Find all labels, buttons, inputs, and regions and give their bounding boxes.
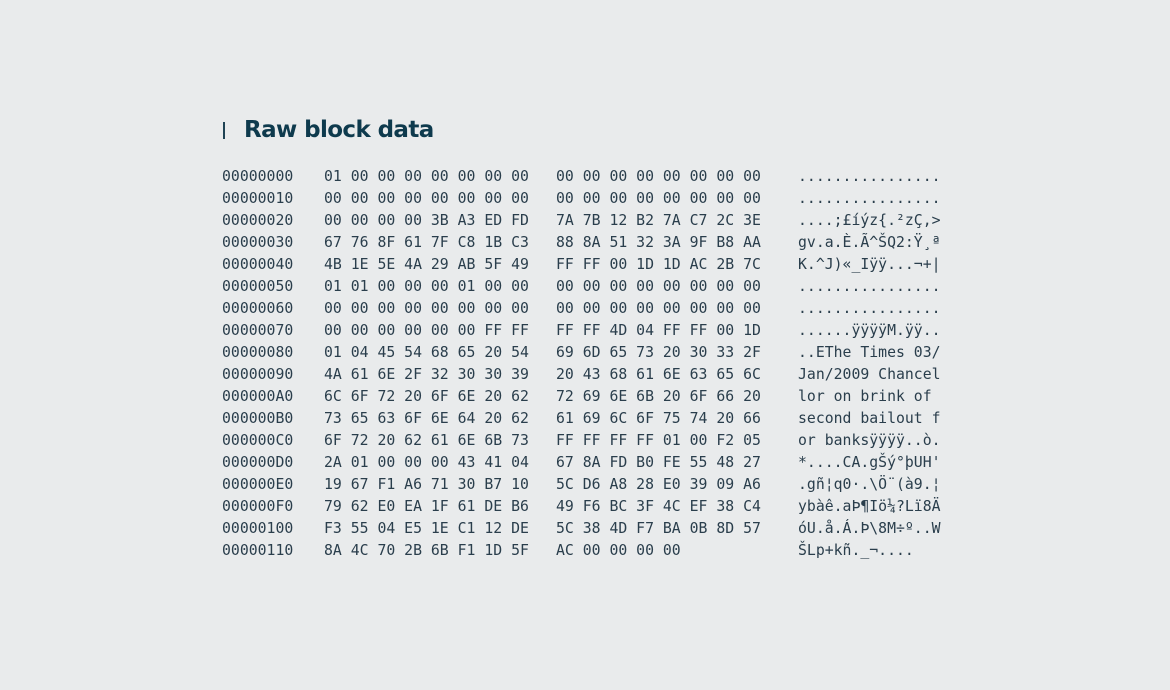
hex-offset: 00000030 bbox=[222, 234, 294, 251]
hex-row: 00000110 8A 4C 70 2B 6B F1 1D 5F AC 00 00 … bbox=[222, 540, 914, 562]
hex-row: 00000100 F3 55 04 E5 1E C1 12 DE 5C 38 4D … bbox=[222, 518, 941, 540]
hex-offset: 000000E0 bbox=[222, 476, 294, 493]
hex-bytes-first-half: 19 67 F1 A6 71 30 B7 10 bbox=[324, 476, 529, 493]
hex-ascii: Jan/2009 Chancel bbox=[798, 366, 941, 383]
hex-row: 00000070 00 00 00 00 00 00 FF FF FF FF 4D … bbox=[222, 320, 941, 342]
hex-offset: 00000040 bbox=[222, 256, 294, 273]
hex-row: 00000010 00 00 00 00 00 00 00 00 00 00 00 … bbox=[222, 188, 941, 210]
hex-bytes-first-half: 4B 1E 5E 4A 29 AB 5F 49 bbox=[324, 256, 529, 273]
hex-bytes-second-half: 00 00 00 00 00 00 00 00 bbox=[556, 168, 761, 185]
hex-bytes-second-half: 49 F6 BC 3F 4C EF 38 C4 bbox=[556, 498, 761, 515]
hex-ascii: gv.a.È.Ã^ŠQ2:Ÿ¸ª bbox=[798, 234, 941, 251]
hex-offset: 00000110 bbox=[222, 542, 294, 559]
raw-block-data-section: Raw block data 00000000 01 00 00 00 00 00… bbox=[222, 112, 941, 562]
hex-bytes-second-half: FF FF 00 1D 1D AC 2B 7C bbox=[556, 256, 761, 273]
hex-offset: 00000000 bbox=[222, 168, 294, 185]
hex-offset: 00000010 bbox=[222, 190, 294, 207]
hex-bytes-first-half: 01 04 45 54 68 65 20 54 bbox=[324, 344, 529, 361]
hex-row: 000000C0 6F 72 20 62 61 6E 6B 73 FF FF FF … bbox=[222, 430, 941, 452]
hex-row: 00000040 4B 1E 5E 4A 29 AB 5F 49 FF FF 00 … bbox=[222, 254, 941, 276]
hex-row: 000000E0 19 67 F1 A6 71 30 B7 10 5C D6 A8 … bbox=[222, 474, 941, 496]
hex-bytes-second-half: FF FF 4D 04 FF FF 00 1D bbox=[556, 322, 761, 339]
hex-bytes-first-half: 6C 6F 72 20 6F 6E 20 62 bbox=[324, 388, 529, 405]
hex-row: 00000090 4A 61 6E 2F 32 30 30 39 20 43 68 … bbox=[222, 364, 941, 386]
hex-bytes-first-half: 00 00 00 00 3B A3 ED FD bbox=[324, 212, 529, 229]
hex-ascii: ybàê.aÞ¶Iö¼?Lï8Ä bbox=[798, 498, 941, 515]
hex-ascii: ................ bbox=[798, 190, 941, 207]
hex-row: 00000050 01 01 00 00 00 01 00 00 00 00 00 … bbox=[222, 276, 941, 298]
hex-bytes-second-half: AC 00 00 00 00 bbox=[556, 542, 681, 559]
hex-bytes-first-half: 00 00 00 00 00 00 FF FF bbox=[324, 322, 529, 339]
hex-bytes-second-half: 00 00 00 00 00 00 00 00 bbox=[556, 190, 761, 207]
hex-offset: 000000F0 bbox=[222, 498, 294, 515]
hex-bytes-first-half: 6F 72 20 62 61 6E 6B 73 bbox=[324, 432, 529, 449]
hex-bytes-second-half: 20 43 68 61 6E 63 65 6C bbox=[556, 366, 761, 383]
hex-bytes-first-half: 73 65 63 6F 6E 64 20 62 bbox=[324, 410, 529, 427]
hex-bytes-second-half: 00 00 00 00 00 00 00 00 bbox=[556, 278, 761, 295]
hex-ascii: *....CA.gŠý°þUH' bbox=[798, 454, 941, 471]
hex-row: 00000060 00 00 00 00 00 00 00 00 00 00 00 … bbox=[222, 298, 941, 320]
hex-row: 000000A0 6C 6F 72 20 6F 6E 20 62 72 69 6E … bbox=[222, 386, 932, 408]
hex-row: 00000020 00 00 00 00 3B A3 ED FD 7A 7B 12 … bbox=[222, 210, 941, 232]
hex-row: 00000080 01 04 45 54 68 65 20 54 69 6D 65 … bbox=[222, 342, 941, 364]
hex-row: 00000030 67 76 8F 61 7F C8 1B C3 88 8A 51 … bbox=[222, 232, 941, 254]
hex-row: 000000B0 73 65 63 6F 6E 64 20 62 61 69 6C … bbox=[222, 408, 941, 430]
hex-ascii: ......ÿÿÿÿM.ÿÿ.. bbox=[798, 322, 941, 339]
hex-bytes-first-half: 01 01 00 00 00 01 00 00 bbox=[324, 278, 529, 295]
section-heading: Raw block data bbox=[222, 112, 434, 148]
hex-dump: 00000000 01 00 00 00 00 00 00 00 00 00 00 … bbox=[222, 166, 941, 562]
hex-offset: 000000B0 bbox=[222, 410, 294, 427]
hex-bytes-second-half: 00 00 00 00 00 00 00 00 bbox=[556, 300, 761, 317]
hex-ascii: K.^J)«_Iÿÿ...¬+| bbox=[798, 256, 941, 273]
hex-bytes-second-half: 88 8A 51 32 3A 9F B8 AA bbox=[556, 234, 761, 251]
hex-row: 000000D0 2A 01 00 00 00 43 41 04 67 8A FD … bbox=[222, 452, 941, 474]
hex-ascii: lor on brink of bbox=[798, 388, 941, 405]
hex-bytes-second-half: 67 8A FD B0 FE 55 48 27 bbox=[556, 454, 761, 471]
hex-offset: 00000070 bbox=[222, 322, 294, 339]
hex-bytes-first-half: 01 00 00 00 00 00 00 00 bbox=[324, 168, 529, 185]
hex-bytes-second-half: 69 6D 65 73 20 30 33 2F bbox=[556, 344, 761, 361]
hex-ascii: ................ bbox=[798, 278, 941, 295]
hex-offset: 00000050 bbox=[222, 278, 294, 295]
hex-offset: 000000A0 bbox=[222, 388, 294, 405]
hex-bytes-first-half: 79 62 E0 EA 1F 61 DE B6 bbox=[324, 498, 529, 515]
hex-row: 000000F0 79 62 E0 EA 1F 61 DE B6 49 F6 BC … bbox=[222, 496, 941, 518]
hex-bytes-second-half: 72 69 6E 6B 20 6F 66 20 bbox=[556, 388, 761, 405]
hex-ascii: .gñ¦q0·.\Ö¨(à9.¦ bbox=[798, 476, 941, 493]
hex-bytes-second-half: 7A 7B 12 B2 7A C7 2C 3E bbox=[556, 212, 761, 229]
heading-accent-bar bbox=[223, 122, 225, 139]
hex-ascii: ..EThe Times 03/ bbox=[798, 344, 941, 361]
hex-offset: 00000080 bbox=[222, 344, 294, 361]
hex-ascii: ................ bbox=[798, 168, 941, 185]
hex-bytes-first-half: 67 76 8F 61 7F C8 1B C3 bbox=[324, 234, 529, 251]
section-title: Raw block data bbox=[244, 117, 434, 143]
hex-ascii: second bailout f bbox=[798, 410, 941, 427]
hex-ascii: ................ bbox=[798, 300, 941, 317]
hex-bytes-second-half: 5C 38 4D F7 BA 0B 8D 57 bbox=[556, 520, 761, 537]
hex-ascii: ....;£íýz{.²zÇ,> bbox=[798, 212, 941, 229]
hex-ascii: ŠLp+kñ._¬.... bbox=[798, 542, 914, 559]
hex-bytes-first-half: 00 00 00 00 00 00 00 00 bbox=[324, 190, 529, 207]
hex-ascii: óU.å.Á.Þ\8M÷º..W bbox=[798, 520, 941, 537]
hex-bytes-first-half: F3 55 04 E5 1E C1 12 DE bbox=[324, 520, 529, 537]
hex-bytes-first-half: 8A 4C 70 2B 6B F1 1D 5F bbox=[324, 542, 529, 559]
hex-row: 00000000 01 00 00 00 00 00 00 00 00 00 00 … bbox=[222, 166, 941, 188]
hex-offset: 000000D0 bbox=[222, 454, 294, 471]
hex-bytes-second-half: 5C D6 A8 28 E0 39 09 A6 bbox=[556, 476, 761, 493]
hex-ascii: or banksÿÿÿÿ..ò. bbox=[798, 432, 941, 449]
hex-bytes-second-half: FF FF FF FF 01 00 F2 05 bbox=[556, 432, 761, 449]
hex-bytes-first-half: 2A 01 00 00 00 43 41 04 bbox=[324, 454, 529, 471]
hex-bytes-first-half: 00 00 00 00 00 00 00 00 bbox=[324, 300, 529, 317]
hex-bytes-first-half: 4A 61 6E 2F 32 30 30 39 bbox=[324, 366, 529, 383]
hex-offset: 00000100 bbox=[222, 520, 294, 537]
hex-bytes-second-half: 61 69 6C 6F 75 74 20 66 bbox=[556, 410, 761, 427]
hex-offset: 000000C0 bbox=[222, 432, 294, 449]
hex-offset: 00000020 bbox=[222, 212, 294, 229]
hex-offset: 00000060 bbox=[222, 300, 294, 317]
hex-offset: 00000090 bbox=[222, 366, 294, 383]
